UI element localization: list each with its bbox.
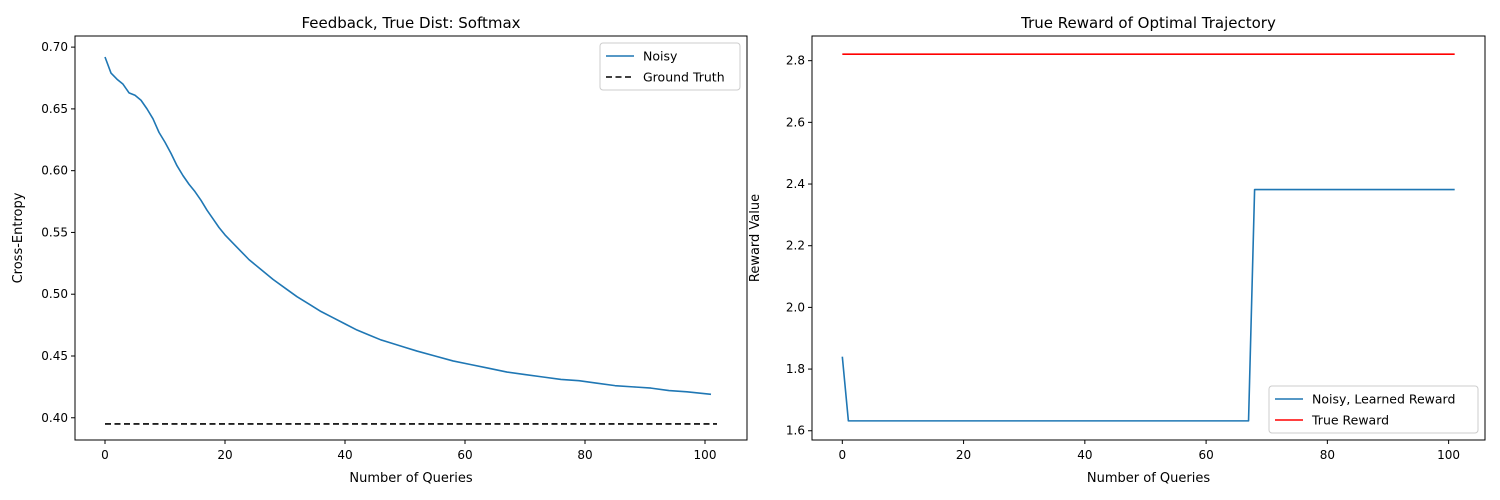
- legend-box: [599, 42, 741, 91]
- y-tick-label: 1.8: [786, 362, 805, 376]
- chart-title: True Reward of Optimal Trajectory: [1020, 14, 1276, 32]
- y-axis-label: Cross-Entropy: [11, 192, 26, 283]
- x-tick-label: 0: [838, 448, 846, 462]
- axes-frame: [74, 35, 748, 441]
- y-axis-label: Reward Value: [748, 194, 763, 282]
- x-tick-label: 0: [101, 448, 109, 462]
- y-tick-label: 0.55: [41, 225, 68, 239]
- x-tick-label: 20: [217, 448, 232, 462]
- chart-title: Feedback, True Dist: Softmax: [301, 14, 520, 32]
- x-tick-label: 40: [337, 448, 352, 462]
- y-tick-label: 2.4: [786, 177, 805, 191]
- y-tick-label: 2.6: [786, 115, 805, 129]
- legend-label: Ground Truth: [643, 70, 725, 85]
- y-tick-label: 0.40: [41, 411, 68, 425]
- axes-frame: [811, 35, 1486, 441]
- x-tick-label: 80: [1320, 448, 1335, 462]
- chart-cross-entropy: Feedback, True Dist: Softmax Number of Qu…: [11, 14, 748, 486]
- x-tick-label: 60: [457, 448, 472, 462]
- x-tick-label: 100: [694, 448, 717, 462]
- series-line-noisy-learned-reward: [841, 188, 1455, 422]
- y-tick-label: 0.60: [41, 164, 68, 178]
- legend-label: Noisy, Learned Reward: [1312, 392, 1455, 407]
- x-tick-label: 60: [1198, 448, 1213, 462]
- y-tick-label: 2.0: [786, 300, 805, 314]
- legend: Noisy Ground Truth: [599, 42, 741, 91]
- plot-area: [104, 56, 717, 425]
- x-tick-label: 80: [577, 448, 592, 462]
- x-tick-label: 100: [1437, 448, 1460, 462]
- y-tick-label: 1.6: [786, 424, 805, 438]
- legend: Noisy, Learned Reward True Reward: [1268, 385, 1479, 434]
- y-tick-label: 0.65: [41, 102, 68, 116]
- y-tick-label: 2.8: [786, 54, 805, 68]
- x-axis-label: Number of Queries: [1087, 471, 1210, 486]
- x-tick-label: 20: [956, 448, 971, 462]
- legend-box: [1268, 385, 1479, 434]
- y-tick-label: 2.2: [786, 239, 805, 253]
- series-line-noisy: [104, 56, 712, 396]
- y-tick-label: 0.45: [41, 349, 68, 363]
- legend-label: Noisy: [643, 49, 678, 64]
- plot-area: [841, 53, 1455, 422]
- x-axis-label: Number of Queries: [349, 471, 472, 486]
- y-tick-label: 0.70: [41, 40, 68, 54]
- legend-label: True Reward: [1311, 413, 1389, 428]
- chart-true-reward: True Reward of Optimal Trajectory Number …: [748, 14, 1486, 486]
- x-tick-label: 40: [1077, 448, 1092, 462]
- y-tick-label: 0.50: [41, 287, 68, 301]
